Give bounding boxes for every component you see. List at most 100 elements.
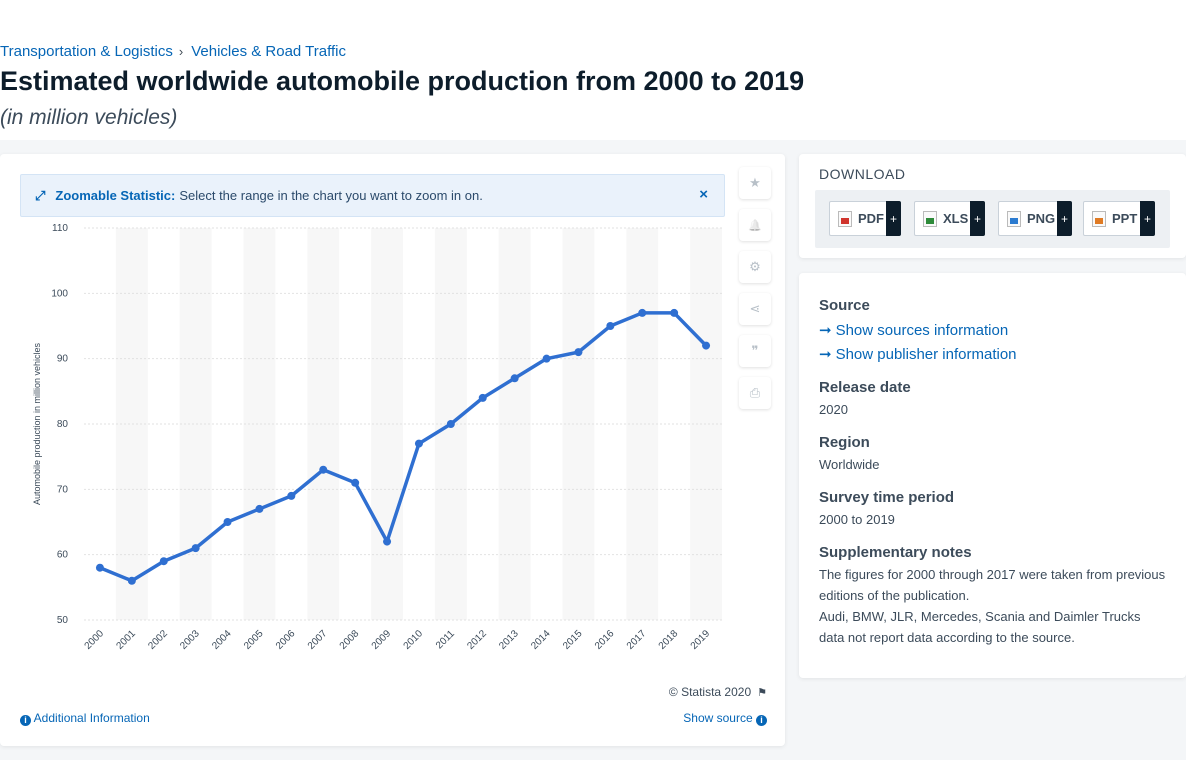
info-icon: i bbox=[756, 715, 767, 726]
expand-icon: ⤢ bbox=[35, 188, 45, 204]
chart-toolbar: ★ 🔔 ⚙ ⋖ ❞ ⎙ bbox=[739, 167, 771, 419]
x-tick-label: 2011 bbox=[434, 628, 457, 651]
plus-icon: + bbox=[970, 201, 985, 236]
x-tick-label: 2007 bbox=[306, 628, 330, 652]
share-icon: ⋖ bbox=[750, 301, 761, 317]
x-tick-label: 2019 bbox=[689, 628, 713, 652]
data-point bbox=[383, 538, 391, 546]
download-png-button[interactable]: PNG + bbox=[998, 201, 1072, 236]
close-icon[interactable]: × bbox=[699, 186, 708, 203]
copyright: © Statista 2020 ⚑ bbox=[669, 685, 767, 699]
x-tick-label: 2015 bbox=[561, 628, 585, 652]
download-xls-label: XLS bbox=[943, 211, 968, 226]
x-tick-label: 2003 bbox=[178, 628, 202, 652]
quote-icon: ❞ bbox=[752, 343, 759, 359]
y-axis-label: Automobile production in million vehicle… bbox=[32, 342, 42, 505]
data-point bbox=[160, 557, 168, 565]
statistic-details-card: Source ➞ Show sources information ➞ Show p… bbox=[799, 273, 1186, 678]
source-label: Source bbox=[819, 297, 870, 314]
page-subtitle: (in million vehicles) bbox=[0, 106, 177, 130]
additional-information-link[interactable]: i Additional Information bbox=[20, 711, 150, 726]
x-tick-label: 2014 bbox=[529, 628, 553, 652]
bell-icon: 🔔 bbox=[748, 219, 762, 232]
breadcrumb-item-vehicles[interactable]: Vehicles & Road Traffic bbox=[191, 43, 346, 60]
gear-icon: ⚙ bbox=[749, 259, 761, 275]
x-tick-label: 2005 bbox=[242, 628, 266, 652]
additional-information-label: Additional Information bbox=[34, 711, 150, 725]
data-point bbox=[351, 479, 359, 487]
x-tick-label: 2001 bbox=[114, 628, 138, 652]
data-point bbox=[255, 505, 263, 513]
data-point bbox=[574, 348, 582, 356]
show-sources-link[interactable]: ➞ Show sources information bbox=[819, 321, 1008, 339]
x-tick-label: 2006 bbox=[274, 628, 298, 652]
download-pdf-button[interactable]: PDF + bbox=[829, 201, 901, 236]
settings-button[interactable]: ⚙ bbox=[739, 251, 771, 283]
x-tick-label: 2000 bbox=[83, 628, 107, 652]
supplementary-notes-line-1: The figures for 2000 through 2017 were t… bbox=[819, 564, 1169, 606]
zoom-banner: ⤢ Zoomable Statistic: Select the range i… bbox=[20, 174, 725, 217]
plus-icon: + bbox=[1140, 201, 1155, 236]
plus-icon: + bbox=[1057, 201, 1072, 236]
y-tick-label: 90 bbox=[57, 354, 69, 365]
show-publisher-link[interactable]: ➞ Show publisher information bbox=[819, 345, 1017, 363]
survey-period-label: Survey time period bbox=[819, 489, 954, 506]
cite-button[interactable]: ❞ bbox=[739, 335, 771, 367]
show-publisher-label: Show publisher information bbox=[836, 346, 1017, 363]
supplementary-notes-line-2: Audi, BMW, JLR, Mercedes, Scania and Dai… bbox=[819, 606, 1169, 648]
data-point bbox=[479, 394, 487, 402]
data-point bbox=[511, 374, 519, 382]
x-tick-label: 2008 bbox=[338, 628, 362, 652]
y-tick-label: 70 bbox=[57, 484, 69, 495]
x-tick-label: 2017 bbox=[625, 628, 649, 652]
png-file-icon bbox=[1007, 211, 1021, 227]
data-point bbox=[319, 466, 327, 474]
download-ppt-button[interactable]: PPT + bbox=[1083, 201, 1155, 236]
region-value: Worldwide bbox=[819, 454, 1169, 475]
download-strip: PDF + XLS + PNG + PPT + bbox=[815, 190, 1170, 248]
flag-icon[interactable]: ⚑ bbox=[757, 686, 767, 699]
ppt-file-icon bbox=[1092, 211, 1106, 227]
arrow-right-icon: ➞ bbox=[819, 346, 832, 363]
y-tick-label: 80 bbox=[57, 419, 69, 430]
notification-button[interactable]: 🔔 bbox=[739, 209, 771, 241]
star-icon: ★ bbox=[749, 175, 761, 191]
data-point bbox=[415, 440, 423, 448]
x-tick-label: 2016 bbox=[593, 628, 617, 652]
survey-period-value: 2000 to 2019 bbox=[819, 509, 1169, 530]
data-point bbox=[128, 577, 136, 585]
line-chart[interactable]: 50 60 70 80 90 100 110 Automobile production in… bbox=[0, 224, 740, 664]
data-point bbox=[543, 355, 551, 363]
data-point bbox=[192, 544, 200, 552]
copyright-text: © Statista 2020 bbox=[669, 685, 751, 699]
y-tick-label: 50 bbox=[57, 615, 69, 626]
pdf-file-icon bbox=[838, 211, 852, 227]
xls-file-icon bbox=[923, 211, 937, 227]
chart-card: ⤢ Zoomable Statistic: Select the range i… bbox=[0, 154, 785, 746]
x-tick-label: 2004 bbox=[210, 628, 234, 652]
show-source-label: Show source bbox=[683, 711, 752, 725]
data-point bbox=[638, 309, 646, 317]
download-card: DOWNLOAD PDF + XLS + PNG + PPT + bbox=[799, 154, 1186, 258]
download-ppt-label: PPT bbox=[1112, 211, 1137, 226]
release-date-label: Release date bbox=[819, 379, 911, 396]
column-band bbox=[371, 228, 403, 620]
region-label: Region bbox=[819, 434, 870, 451]
y-tick-label: 110 bbox=[52, 224, 68, 234]
breadcrumb: Transportation & Logistics › Vehicles & … bbox=[0, 43, 346, 60]
favorite-button[interactable]: ★ bbox=[739, 167, 771, 199]
show-source-link[interactable]: Show source i bbox=[683, 711, 767, 726]
zoom-label: Zoomable Statistic: bbox=[55, 188, 175, 203]
show-sources-label: Show sources information bbox=[836, 322, 1009, 339]
data-point bbox=[96, 564, 104, 572]
x-tick-label: 2009 bbox=[370, 628, 394, 652]
zoom-text: Select the range in the chart you want t… bbox=[179, 188, 483, 203]
breadcrumb-item-transportation[interactable]: Transportation & Logistics bbox=[0, 43, 173, 60]
download-xls-button[interactable]: XLS + bbox=[914, 201, 985, 236]
share-button[interactable]: ⋖ bbox=[739, 293, 771, 325]
x-tick-label: 2002 bbox=[146, 628, 170, 652]
data-point bbox=[670, 309, 678, 317]
breadcrumb-separator: › bbox=[179, 44, 183, 59]
data-point bbox=[606, 322, 614, 330]
print-button[interactable]: ⎙ bbox=[739, 377, 771, 409]
